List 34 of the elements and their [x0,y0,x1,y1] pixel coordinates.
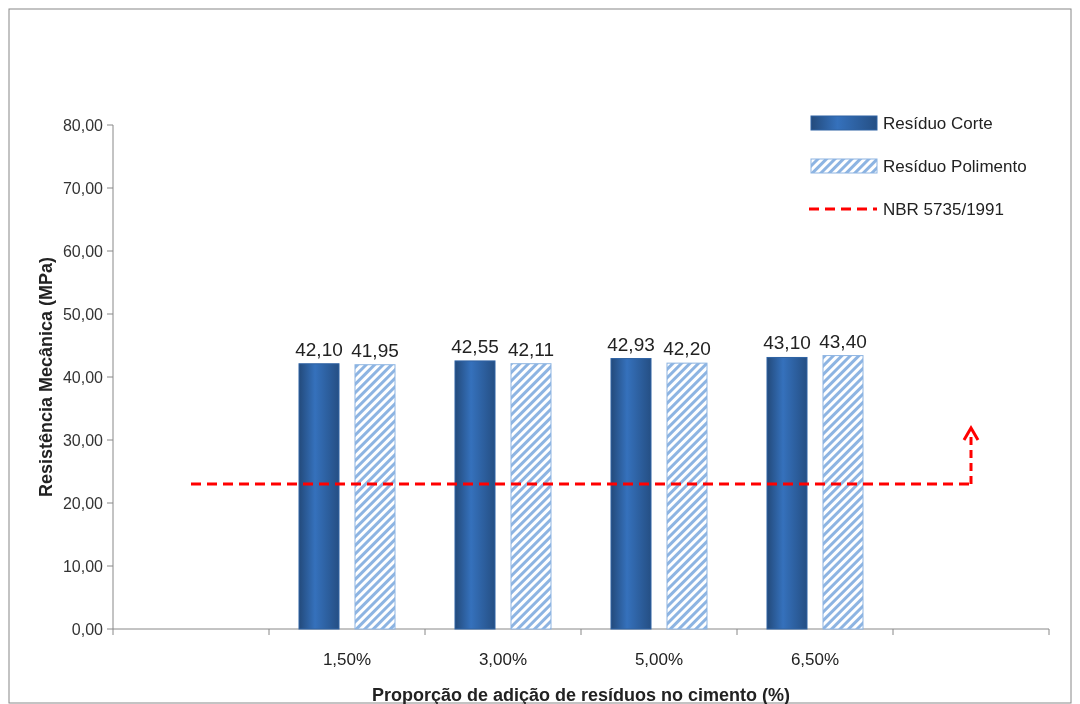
x-tick-label: 3,00% [478,650,528,669]
y-axis-title: Resistência Mecânica (MPa) [36,256,56,498]
data-label: 43,40 [819,330,867,352]
y-tick-label: 60,00 [62,242,104,260]
x-axis-title: Proporção de adição de resíduos no cimento (%) [371,685,791,704]
bar [666,362,708,630]
bar [766,356,808,630]
y-tick-label: 10,00 [62,557,104,575]
data-label: 42,55 [451,335,499,357]
data-label: 42,10 [295,338,343,360]
bar [822,355,864,630]
legend-label: NBR 5735/1991 [883,199,1004,219]
y-tick-label: 40,00 [62,368,104,386]
x-tick-label: 6,50% [790,650,840,669]
y-tick-label: 20,00 [62,494,104,512]
bar [298,363,340,630]
x-tick-label: 1,50% [322,650,372,669]
bar [354,364,396,630]
legend-label: Resíduo Polimento [883,156,1027,176]
bar [610,358,652,630]
data-label: 42,20 [663,338,711,360]
y-tick-label: 30,00 [62,431,104,449]
bar [454,360,496,630]
data-label: 42,93 [607,333,655,355]
x-tick-label: 5,00% [634,650,684,669]
data-label: 42,11 [507,338,555,360]
data-label: 41,95 [351,339,399,361]
y-tick-label: 50,00 [62,305,104,323]
y-tick-label: 80,00 [62,116,104,134]
data-label: 43,10 [763,332,811,354]
y-tick-label: 0,00 [71,620,104,638]
bar [510,363,552,630]
legend-label: Resíduo Corte [883,113,993,133]
y-tick-label: 70,00 [62,179,104,197]
